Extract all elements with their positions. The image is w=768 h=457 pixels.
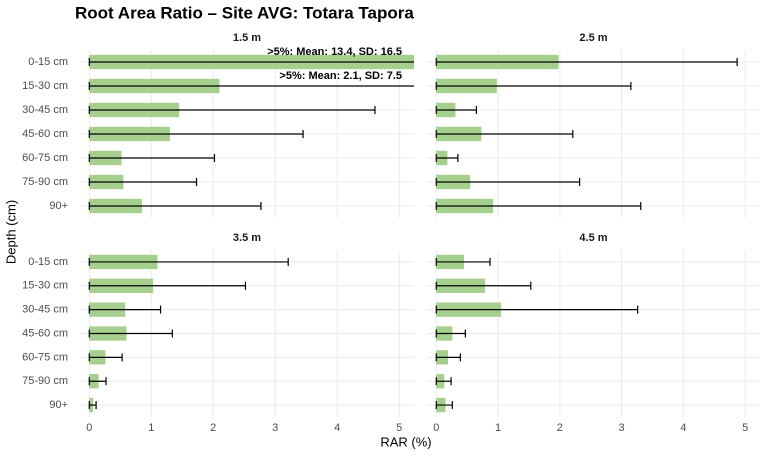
panel: 4.5 m 0 1 2 3 4 5 [427, 232, 760, 434]
y-tick-label: 30-45 cm [22, 104, 68, 116]
y-tick-label: 0-15 cm [28, 56, 68, 68]
plot-area [435, 254, 639, 413]
x-tick-label: 2 [210, 422, 216, 434]
y-tick-label: 45-60 cm [22, 327, 68, 339]
x-tick-label: 5 [396, 422, 402, 434]
x-tick-label: 2 [557, 422, 563, 434]
plot-area [88, 254, 289, 413]
panel: 3.5 m 0 1 2 3 4 5 0-15 cm 15-30 cm 30-45 cm 45-60 … [22, 232, 414, 434]
x-tick-label: 0 [86, 422, 92, 434]
y-tick-label: 15-30 cm [22, 280, 68, 292]
chart-title: Root Area Ratio – Site AVG: Totara Tapor… [75, 3, 414, 22]
facet-title: 3.5 m [233, 232, 261, 244]
x-tick-label: 0 [433, 422, 439, 434]
facet-title: 4.5 m [579, 232, 607, 244]
x-tick-label: 4 [334, 422, 340, 434]
panel: 1.5 m 0-15 cm 15-30 cm 30-45 cm 45-60 cm 60-7… [22, 32, 414, 218]
x-tick-label: 5 [742, 422, 748, 434]
y-axis-label: Depth (cm) [3, 200, 18, 264]
x-tick-label: 1 [148, 422, 154, 434]
y-tick-label: 75-90 cm [22, 176, 68, 188]
y-tick-label: 90+ [49, 399, 68, 411]
y-tick-label: 0-15 cm [28, 256, 68, 268]
y-tick-label: 15-30 cm [22, 80, 68, 92]
annotation: >5%: Mean: 13.4, SD: 16.5 [267, 46, 402, 58]
y-tick-label: 60-75 cm [22, 152, 68, 164]
y-tick-label: 75-90 cm [22, 375, 68, 387]
y-tick-label: 90+ [49, 200, 68, 212]
plot-area [435, 54, 738, 214]
annotation: >5%: Mean: 2.1, SD: 7.5 [279, 70, 402, 82]
x-tick-label: 1 [495, 422, 501, 434]
x-tick-label: 3 [619, 422, 625, 434]
facet-title: 1.5 m [233, 32, 261, 44]
facet-title: 2.5 m [579, 32, 607, 44]
x-axis-label: RAR (%) [380, 434, 431, 449]
y-tick-label: 45-60 cm [22, 128, 68, 140]
y-tick-label: 60-75 cm [22, 351, 68, 363]
panel: 2.5 m [427, 32, 760, 218]
y-tick-label: 30-45 cm [22, 304, 68, 316]
plot-area [88, 54, 414, 214]
x-tick-label: 4 [680, 422, 686, 434]
x-tick-label: 3 [272, 422, 278, 434]
